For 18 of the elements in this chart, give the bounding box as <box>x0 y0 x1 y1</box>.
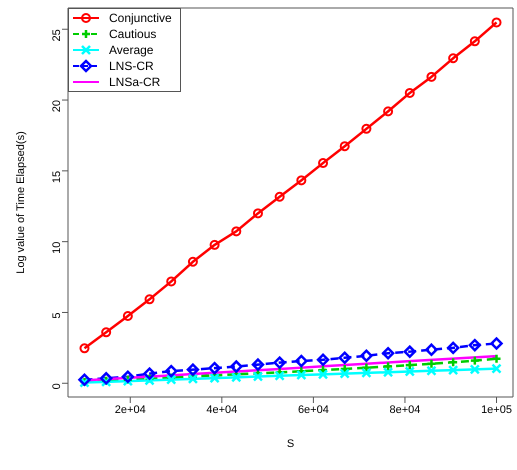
y-tick-label: 10 <box>50 242 63 254</box>
legend-label: LNS-CR <box>109 59 154 73</box>
x-tick-label: 6e+04 <box>298 404 329 416</box>
y-tick-label: 15 <box>50 170 63 184</box>
legend-label: LNSa-CR <box>109 75 160 89</box>
x-tick-label: 8e+04 <box>390 404 420 416</box>
y-tick-label: 5 <box>50 312 63 319</box>
y-axis-title: Log value of Time Elapsed(s) <box>14 131 27 274</box>
legend-label: Conjunctive <box>109 11 172 25</box>
y-tick-label: 25 <box>50 29 63 42</box>
legend-label: Cautious <box>109 27 156 41</box>
y-tick-label: 20 <box>50 100 63 112</box>
y-tick-label: 0 <box>50 383 63 390</box>
x-tick-label: 2e+04 <box>114 404 146 416</box>
x-axis-title: S <box>286 438 294 450</box>
x-tick-label: 4e+04 <box>206 404 238 416</box>
legend-label: Average <box>109 43 154 57</box>
x-tick-label: 1e+05 <box>481 404 512 416</box>
